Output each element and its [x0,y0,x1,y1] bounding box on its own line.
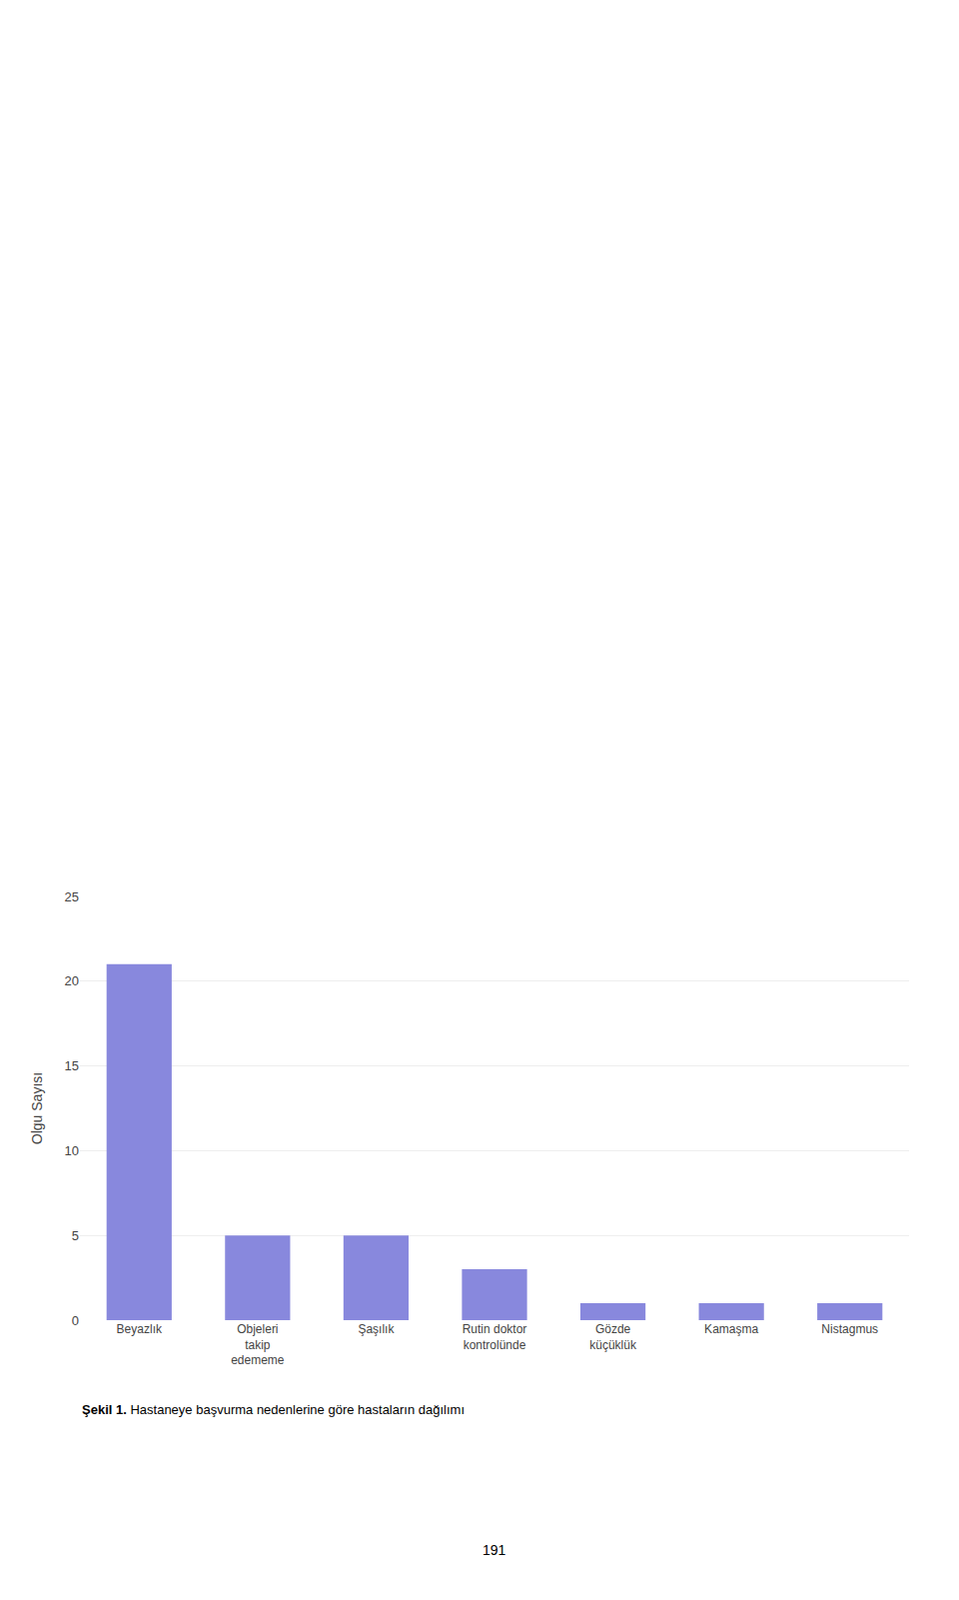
svg-text:Objeleritakipedememe: Objeleritakipedememe [230,1321,285,1367]
svg-text:15: 15 [64,1057,79,1073]
svg-text:Olgu Sayısı: Olgu Sayısı [28,1071,45,1144]
svg-text:5: 5 [71,1227,79,1243]
svg-text:Beyazlık: Beyazlık [116,1321,163,1336]
svg-text:20: 20 [64,972,79,988]
svg-text:Rutin doktorkontrolünde: Rutin doktorkontrolünde [462,1321,528,1352]
svg-text:25: 25 [64,889,79,905]
svg-text:10: 10 [64,1142,79,1158]
svg-text:Kamaşma: Kamaşma [704,1321,759,1336]
svg-text:Şekil 1. Hastaneye başvurma ne: Şekil 1. Hastaneye başvurma nedenlerine … [81,1401,465,1417]
svg-text:Şaşılık: Şaşılık [357,1321,395,1336]
svg-text:191: 191 [482,1541,507,1558]
svg-text:0: 0 [71,1312,79,1328]
svg-text:Nistagmus: Nistagmus [821,1321,879,1336]
svg-text:Gözdeküçüklük: Gözdeküçüklük [589,1321,638,1352]
